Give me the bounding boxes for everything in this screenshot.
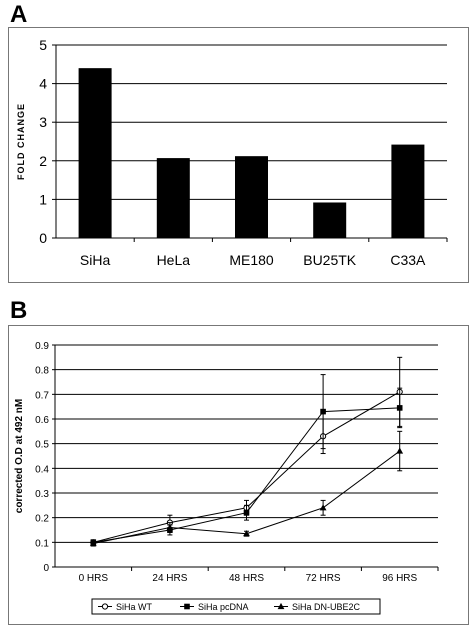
a-xtick-label: HeLa [157, 252, 191, 268]
bar-hela [156, 158, 190, 238]
point-siha-dn-ube2c [319, 504, 327, 511]
b-ytick-label: 0.5 [35, 440, 49, 451]
point-siha-pcdna [396, 405, 403, 411]
a-xtick-label: BU25TK [303, 252, 357, 268]
a-ytick-label: 1 [39, 191, 47, 207]
b-xtick-label: 96 HRS [382, 573, 417, 584]
a-ytick-label: 0 [39, 230, 47, 246]
b-ytick-label: 0 [43, 563, 49, 574]
panel-b-letter: B [10, 297, 28, 324]
b-legend [91, 598, 381, 615]
b-xtick-label: 0 HRS [79, 573, 109, 584]
b-ytick-label: 0.3 [35, 489, 49, 500]
b-ytick-label: 0.9 [35, 341, 49, 352]
legend-marker-siha-dn-ube2c [277, 602, 285, 610]
a-ytick-label: 3 [39, 114, 47, 130]
legend-label-siha-pcdna: SiHa pcDNA [198, 602, 249, 612]
a-ytick-label: 2 [39, 153, 47, 169]
legend-marker-siha-pcdna [184, 603, 190, 610]
a-xtick-label: ME180 [229, 252, 274, 268]
b-ytick-label: 0.1 [35, 538, 49, 549]
point-siha-dn-ube2c [166, 523, 174, 531]
legend-label-siha-wt: SiHa WT [116, 602, 153, 612]
point-siha-pcdna [320, 408, 326, 415]
b-ytick-label: 0.4 [35, 464, 49, 475]
bar-me180 [235, 156, 268, 238]
b-xtick-label: 48 HRS [229, 573, 264, 584]
a-xtick-label: SiHa [80, 252, 111, 268]
a-ytick-label: 5 [39, 37, 47, 53]
a-xtick-label: C33A [390, 252, 426, 268]
b-ytick-label: 0.6 [35, 415, 49, 426]
b-ytick-label: 0.8 [35, 366, 49, 377]
series-line-siha-dn-ube2c [93, 450, 400, 545]
panel-a-letter: A [10, 1, 28, 28]
point-siha-dn-ube2c [89, 539, 97, 547]
legend-label-siha-dn-ube2c: SiHa DN-UBE2C [292, 602, 361, 612]
b-ytick-label: 0.2 [35, 514, 49, 525]
b-ylabel: corrected O.D at 492 nM [14, 399, 25, 513]
a-ylabel: FOLD CHANGE [16, 103, 26, 180]
a-ytick-label: 4 [39, 76, 47, 92]
point-siha-dn-ube2c [396, 447, 404, 454]
bar-bu25tk [313, 202, 347, 238]
b-ytick-label: 0.7 [35, 390, 49, 401]
legend-marker-siha-wt [101, 603, 109, 610]
point-siha-pcdna [243, 509, 250, 516]
bar-c33a [391, 144, 425, 238]
bar-siha [78, 68, 112, 238]
panel-b-frame [8, 325, 469, 625]
b-xtick-label: 24 HRS [152, 573, 187, 584]
point-siha-dn-ube2c [243, 530, 250, 537]
b-xtick-label: 72 HRS [306, 573, 341, 584]
series-line-siha-pcdna [93, 407, 400, 543]
